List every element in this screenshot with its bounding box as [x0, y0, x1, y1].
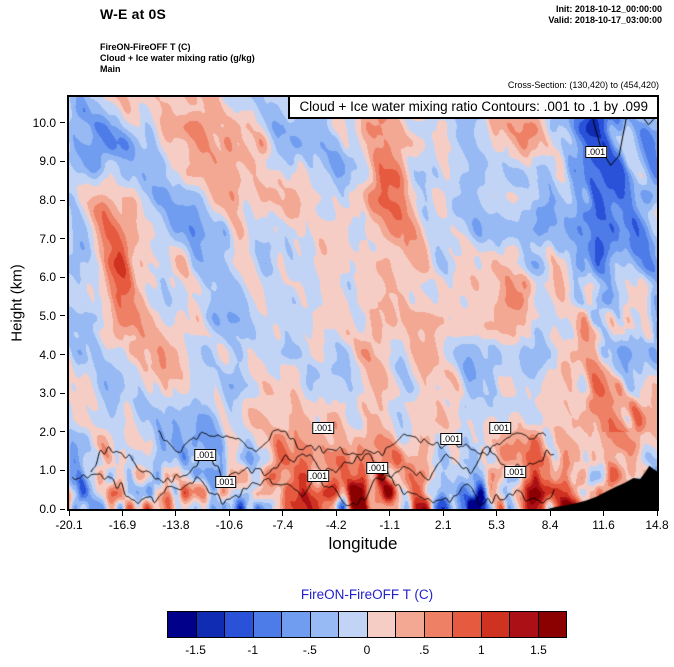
y-tick-mark [60, 276, 65, 278]
y-tick-label: 7.0 [39, 231, 56, 246]
y-tick-label: 3.0 [39, 386, 56, 401]
contour-label: .001 [214, 475, 237, 488]
y-tick-mark [60, 392, 65, 394]
y-tick-label: 9.0 [39, 154, 56, 169]
x-tick-label: 8.4 [541, 518, 559, 532]
x-tick-label: -20.1 [55, 518, 83, 532]
y-tick-mark [60, 160, 65, 162]
x-tick-label: -10.6 [215, 518, 244, 532]
colorbar-tick-label: .5 [419, 643, 430, 657]
x-tick-mark [121, 511, 123, 516]
x-tick-label: -16.9 [108, 518, 137, 532]
x-tick-mark [389, 511, 391, 516]
colorbar-cell [281, 611, 311, 638]
colorbar-tick-label: -.5 [302, 643, 317, 657]
x-tick-label: -13.8 [162, 518, 190, 532]
colorbar-tick-label: 1 [477, 643, 485, 657]
colorbar-tick-label: 0 [363, 643, 371, 657]
x-tick-mark [68, 511, 70, 516]
y-tick-label: 8.0 [39, 193, 56, 208]
x-tick-label: -1.1 [379, 518, 401, 532]
colorbar-cell [480, 611, 510, 638]
colorbar-cell [423, 611, 453, 638]
cross-section-coords: Cross-Section: (130,420) to (454,420) [507, 80, 659, 90]
cross-section-plot: Cloud + Ice water mixing ratio Contours:… [67, 95, 659, 511]
y-tick-label: 10.0 [32, 115, 56, 130]
y-tick-label: 5.0 [39, 308, 56, 323]
contour-info-box: Cloud + Ice water mixing ratio Contours:… [288, 95, 659, 119]
x-tick-mark [335, 511, 337, 516]
y-tick-mark [60, 469, 65, 471]
colorbar-cell [366, 611, 396, 638]
y-tick-mark [60, 354, 65, 356]
valid-time: Valid: 2018-10-17_03:00:00 [548, 15, 662, 25]
colorbar-tick-label: -1.5 [185, 643, 206, 657]
field-name-label: FireON-FireOFF T (C) [100, 42, 191, 52]
colorbar-cell [338, 611, 368, 638]
y-tick-mark [60, 199, 65, 201]
x-tick-mark [549, 511, 551, 516]
x-tick-mark [496, 511, 498, 516]
colorbar-cell [224, 611, 254, 638]
filled-contour-canvas [69, 97, 657, 509]
colorbar-cell [309, 611, 339, 638]
contour-variable-label: Cloud + Ice water mixing ratio (g/kg) [100, 53, 255, 63]
init-time: Init: 2018-10-12_00:00:00 [555, 4, 662, 14]
y-tick-label: 4.0 [39, 347, 56, 362]
y-tick-mark [60, 508, 65, 510]
colorbar-cell [252, 611, 282, 638]
y-tick-label: 1.0 [39, 463, 56, 478]
y-tick-label: 6.0 [39, 270, 56, 285]
colorbar-tick-label: 1.5 [530, 643, 547, 657]
contour-label: .001 [504, 466, 527, 479]
x-tick-mark [656, 511, 658, 516]
contour-label: .001 [194, 448, 217, 461]
colorbar-tick-label: -1 [247, 643, 259, 657]
x-tick-label: 11.6 [592, 518, 615, 532]
y-tick-mark [60, 315, 65, 317]
x-tick-mark [228, 511, 230, 516]
y-tick-mark [60, 431, 65, 433]
y-tick-label: 2.0 [39, 424, 56, 439]
contour-label: .001 [307, 470, 330, 483]
y-tick-mark [60, 122, 65, 124]
x-tick-label: 2.1 [434, 518, 452, 532]
colorbar-cell [537, 611, 567, 638]
x-tick-label: 14.8 [645, 518, 669, 532]
x-tick-label: 5.3 [488, 518, 505, 532]
x-tick-mark [175, 511, 177, 516]
contour-label: .001 [366, 462, 389, 475]
colorbar-cell [195, 611, 225, 638]
colorbar-cell [452, 611, 482, 638]
x-tick-mark [282, 511, 284, 516]
domain-label: Main [100, 64, 121, 74]
page-title: W-E at 0S [100, 6, 167, 22]
colorbar-cell [395, 611, 425, 638]
contour-label: .001 [489, 421, 512, 434]
contour-label: .001 [312, 421, 335, 434]
colorbar-cell [167, 611, 197, 638]
init-valid-block: Init: 2018-10-12_00:00:00 Valid: 2018-10… [548, 4, 662, 26]
colorbar [167, 611, 567, 638]
y-tick-label: 0.0 [39, 502, 56, 516]
y-tick-mark [60, 238, 65, 240]
x-tick-label: -4.2 [325, 518, 347, 532]
colorbar-cell [509, 611, 539, 638]
x-axis-title: longitude [328, 534, 398, 553]
x-tick-mark [603, 511, 605, 516]
contour-label: .001 [585, 145, 608, 158]
x-tick-mark [442, 511, 444, 516]
x-tick-label: -7.4 [272, 518, 294, 532]
contour-label: .001 [440, 433, 463, 446]
colorbar-title: FireON-FireOFF T (C) [300, 587, 434, 602]
